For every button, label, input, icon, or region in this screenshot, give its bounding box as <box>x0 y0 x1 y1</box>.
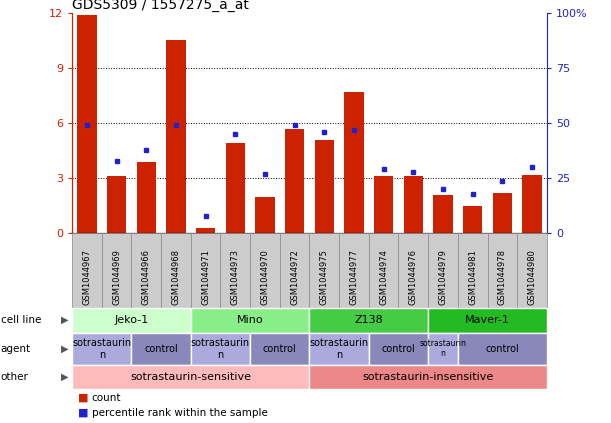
Text: GSM1044966: GSM1044966 <box>142 250 151 305</box>
Bar <box>107 176 126 233</box>
Text: sotrastaurin
n: sotrastaurin n <box>420 339 466 358</box>
Text: agent: agent <box>1 344 31 354</box>
Text: Jeko-1: Jeko-1 <box>114 315 148 325</box>
Text: ■: ■ <box>78 408 89 418</box>
Bar <box>433 195 453 233</box>
Text: GSM1044968: GSM1044968 <box>172 250 180 305</box>
Text: percentile rank within the sample: percentile rank within the sample <box>92 408 268 418</box>
Text: Z138: Z138 <box>354 315 383 325</box>
Text: sotrastaurin-insensitive: sotrastaurin-insensitive <box>362 372 494 382</box>
Text: control: control <box>382 344 415 354</box>
Text: GSM1044980: GSM1044980 <box>527 250 536 305</box>
Text: sotrastaurin
n: sotrastaurin n <box>191 338 250 360</box>
Bar <box>166 40 186 233</box>
Bar <box>492 193 512 233</box>
Text: sotrastaurin
n: sotrastaurin n <box>310 338 368 360</box>
Text: GSM1044973: GSM1044973 <box>231 250 240 305</box>
Text: sotrastaurin
n: sotrastaurin n <box>72 338 131 360</box>
Text: GSM1044978: GSM1044978 <box>498 250 507 305</box>
Bar <box>285 129 304 233</box>
Text: count: count <box>92 393 121 403</box>
Bar <box>345 92 364 233</box>
Text: GSM1044977: GSM1044977 <box>349 250 359 305</box>
Text: GSM1044981: GSM1044981 <box>468 250 477 305</box>
Text: ▶: ▶ <box>61 344 68 354</box>
Bar <box>137 162 156 233</box>
Text: other: other <box>1 372 29 382</box>
Bar <box>404 176 423 233</box>
Bar <box>225 143 245 233</box>
Text: GSM1044967: GSM1044967 <box>82 250 92 305</box>
Text: GSM1044976: GSM1044976 <box>409 250 418 305</box>
Text: GDS5309 / 1557275_a_at: GDS5309 / 1557275_a_at <box>72 0 249 12</box>
Text: control: control <box>144 344 178 354</box>
Text: ▶: ▶ <box>61 315 68 325</box>
Text: control: control <box>263 344 297 354</box>
Bar <box>77 14 97 233</box>
Text: control: control <box>486 344 519 354</box>
Text: sotrastaurin-sensitive: sotrastaurin-sensitive <box>130 372 251 382</box>
Bar <box>374 176 393 233</box>
Text: GSM1044972: GSM1044972 <box>290 250 299 305</box>
Text: GSM1044979: GSM1044979 <box>439 250 447 305</box>
Text: ■: ■ <box>78 393 89 403</box>
Bar <box>522 175 542 233</box>
Text: GSM1044969: GSM1044969 <box>112 250 121 305</box>
Text: GSM1044975: GSM1044975 <box>320 250 329 305</box>
Text: cell line: cell line <box>1 315 41 325</box>
Text: GSM1044970: GSM1044970 <box>260 250 269 305</box>
Text: ▶: ▶ <box>61 372 68 382</box>
Bar <box>463 206 482 233</box>
Text: GSM1044974: GSM1044974 <box>379 250 388 305</box>
Bar <box>255 197 274 233</box>
Text: GSM1044971: GSM1044971 <box>201 250 210 305</box>
Text: Mino: Mino <box>237 315 263 325</box>
Text: Maver-1: Maver-1 <box>465 315 510 325</box>
Bar <box>196 228 215 233</box>
Bar <box>315 140 334 233</box>
